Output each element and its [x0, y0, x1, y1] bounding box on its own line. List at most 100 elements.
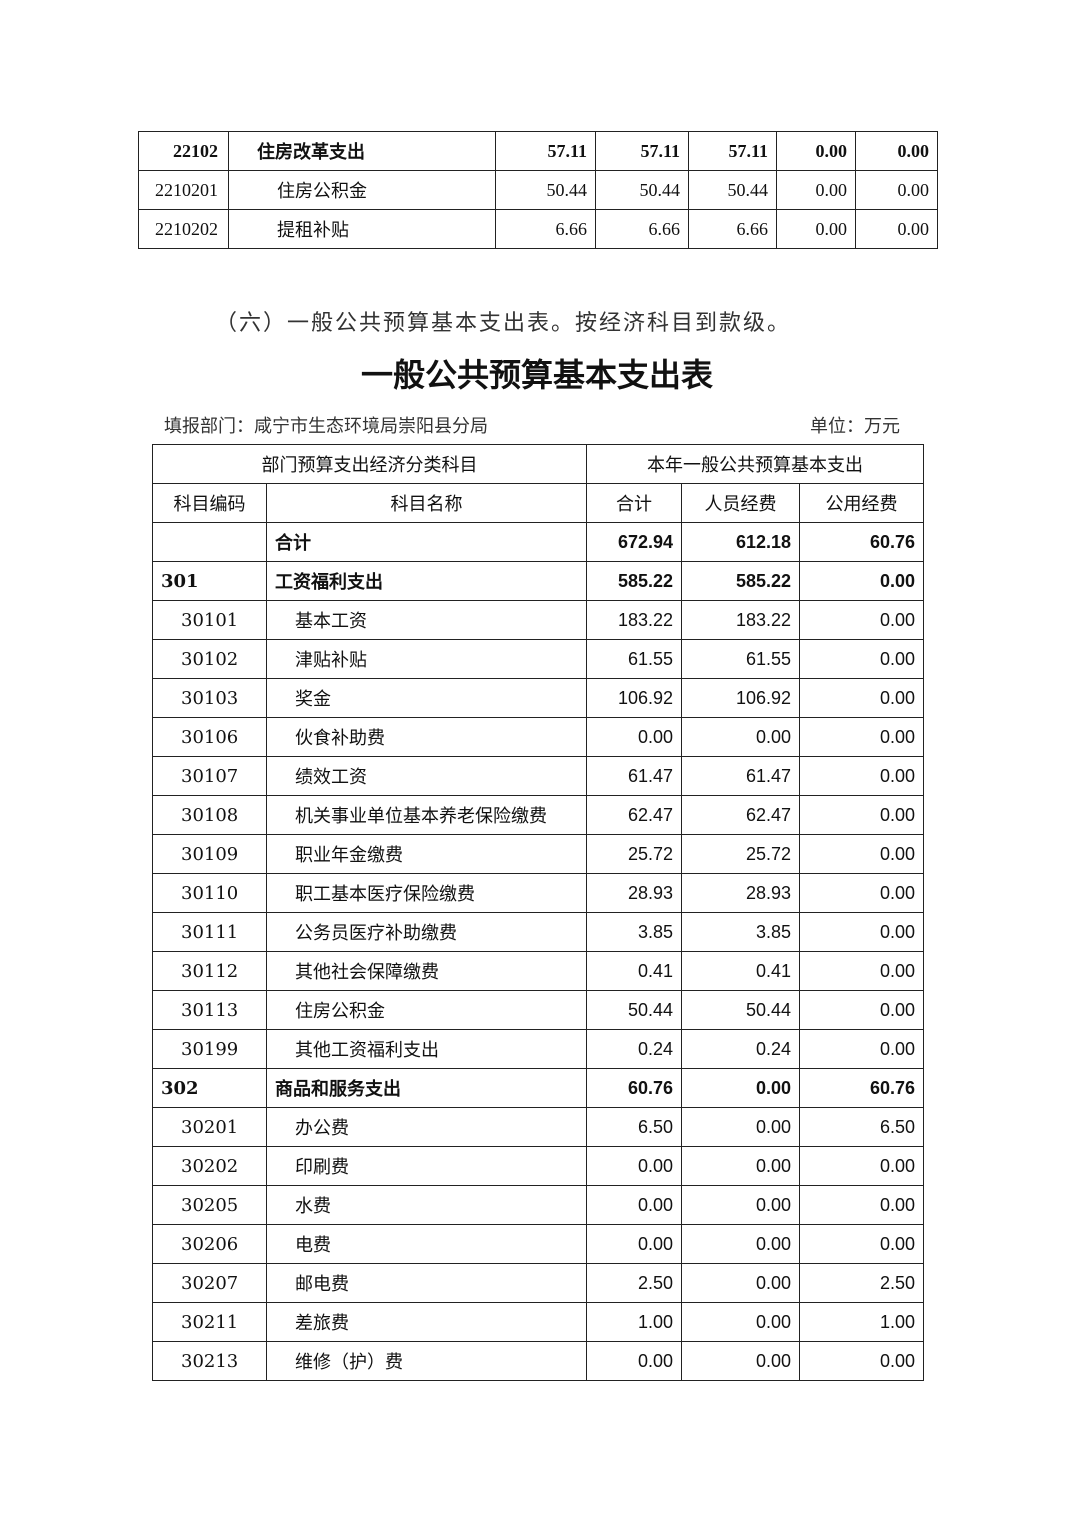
table-row: 30102 津贴补贴 61.55 61.55 0.00	[152, 639, 925, 679]
value-cell-personnel: 0.00	[681, 1341, 800, 1381]
unit-label: 单位：万元	[810, 416, 900, 437]
code-cell	[152, 522, 267, 562]
value-cell: 0.00	[855, 170, 938, 210]
value-cell-personnel: 585.22	[681, 561, 800, 601]
value-cell: 50.44	[495, 170, 596, 210]
value-cell-public: 0.00	[798, 912, 925, 952]
name-cell: 差旅费	[266, 1302, 587, 1342]
code-cell: 30101	[152, 600, 267, 640]
code-cell: 30109	[152, 834, 267, 874]
value-cell: 6.66	[495, 209, 596, 249]
code-cell: 2210202	[138, 209, 229, 249]
value-cell: 0.00	[776, 170, 856, 210]
name-cell: 职工基本医疗保险缴费	[266, 873, 587, 913]
group-header-right: 本年一般公共预算基本支出	[585, 444, 925, 484]
value-cell-personnel: 183.22	[681, 600, 800, 640]
name-cell: 伙食补助费	[266, 717, 587, 757]
header-personnel: 人员经费	[681, 483, 800, 523]
header-public: 公用经费	[798, 483, 925, 523]
table-row: 30110 职工基本医疗保险缴费 28.93 28.93 0.00	[152, 873, 925, 913]
value-cell: 0.00	[855, 131, 938, 171]
group-header-left: 部门预算支出经济分类科目	[152, 444, 587, 484]
value-cell-total: 0.00	[586, 717, 682, 757]
table-title: 一般公共预算基本支出表	[360, 356, 713, 394]
table-row: 30103 奖金 106.92 106.92 0.00	[152, 678, 925, 718]
table-row: 30207 邮电费 2.50 0.00 2.50	[152, 1263, 925, 1303]
value-cell: 57.11	[495, 131, 596, 171]
table-row: 2210202 提租补贴 6.66 6.66 6.66 0.00 0.00	[138, 209, 938, 249]
value-cell-total: 0.00	[586, 1341, 682, 1381]
name-cell: 邮电费	[266, 1263, 587, 1303]
value-cell-personnel: 0.00	[681, 1185, 800, 1225]
value-cell-public: 60.76	[798, 522, 925, 562]
table-row: 30108 机关事业单位基本养老保险缴费 62.47 62.47 0.00	[152, 795, 925, 835]
code-cell: 30108	[152, 795, 267, 835]
code-cell: 30199	[152, 1029, 267, 1069]
table-row: 301 工资福利支出 585.22 585.22 0.00	[152, 561, 925, 601]
code-cell: 30206	[152, 1224, 267, 1264]
value-cell-total: 62.47	[586, 795, 682, 835]
value-cell: 57.11	[595, 131, 689, 171]
name-cell: 职业年金缴费	[266, 834, 587, 874]
value-cell: 0.00	[776, 131, 856, 171]
value-cell-total: 106.92	[586, 678, 682, 718]
value-cell-public: 60.76	[798, 1068, 925, 1108]
name-cell: 住房公积金	[266, 990, 587, 1030]
table-row: 合计 672.94 612.18 60.76	[152, 522, 925, 562]
group-header-row: 部门预算支出经济分类科目 本年一般公共预算基本支出	[152, 444, 925, 484]
value-cell-total: 6.50	[586, 1107, 682, 1147]
name-cell: 机关事业单位基本养老保险缴费	[266, 795, 587, 835]
code-cell: 30110	[152, 873, 267, 913]
code-cell: 30112	[152, 951, 267, 991]
code-cell: 30211	[152, 1302, 267, 1342]
value-cell-total: 50.44	[586, 990, 682, 1030]
value-cell-personnel: 0.41	[681, 951, 800, 991]
value-cell-total: 0.00	[586, 1224, 682, 1264]
value-cell-total: 61.47	[586, 756, 682, 796]
value-cell-personnel: 25.72	[681, 834, 800, 874]
name-cell: 基本工资	[266, 600, 587, 640]
value-cell-personnel: 28.93	[681, 873, 800, 913]
code-cell: 30202	[152, 1146, 267, 1186]
section-heading: （六）一般公共预算基本支出表。按经济科目到款级。	[215, 311, 792, 336]
header-name: 科目名称	[266, 483, 587, 523]
table-row: 30107 绩效工资 61.47 61.47 0.00	[152, 756, 925, 796]
name-cell: 公务员医疗补助缴费	[266, 912, 587, 952]
value-cell-public: 0.00	[798, 717, 925, 757]
value-cell-personnel: 0.00	[681, 1224, 800, 1264]
name-cell: 绩效工资	[266, 756, 587, 796]
value-cell-total: 28.93	[586, 873, 682, 913]
value-cell: 6.66	[595, 209, 689, 249]
code-cell: 30213	[152, 1341, 267, 1381]
name-cell: 工资福利支出	[266, 561, 587, 601]
value-cell-public: 0.00	[798, 834, 925, 874]
code-cell: 30102	[152, 639, 267, 679]
value-cell-public: 0.00	[798, 1146, 925, 1186]
name-cell: 水费	[266, 1185, 587, 1225]
table-row: 30109 职业年金缴费 25.72 25.72 0.00	[152, 834, 925, 874]
value-cell: 6.66	[688, 209, 777, 249]
table-row: 302 商品和服务支出 60.76 0.00 60.76	[152, 1068, 925, 1108]
value-cell-public: 0.00	[798, 756, 925, 796]
value-cell-public: 0.00	[798, 639, 925, 679]
code-cell: 30107	[152, 756, 267, 796]
code-cell: 30207	[152, 1263, 267, 1303]
code-cell: 30201	[152, 1107, 267, 1147]
value-cell-personnel: 0.00	[681, 717, 800, 757]
value-cell-total: 0.00	[586, 1185, 682, 1225]
name-cell: 津贴补贴	[266, 639, 587, 679]
column-header-row: 科目编码 科目名称 合计 人员经费 公用经费	[152, 483, 925, 523]
table-row: 30106 伙食补助费 0.00 0.00 0.00	[152, 717, 925, 757]
name-cell: 印刷费	[266, 1146, 587, 1186]
table-row: 30211 差旅费 1.00 0.00 1.00	[152, 1302, 925, 1342]
value-cell-public: 0.00	[798, 795, 925, 835]
value-cell-total: 3.85	[586, 912, 682, 952]
table-row: 30206 电费 0.00 0.00 0.00	[152, 1224, 925, 1264]
table-row: 22102 住房改革支出 57.11 57.11 57.11 0.00 0.00	[138, 131, 938, 171]
value-cell-personnel: 0.00	[681, 1146, 800, 1186]
value-cell-public: 0.00	[798, 1185, 925, 1225]
table-row: 30101 基本工资 183.22 183.22 0.00	[152, 600, 925, 640]
table-row: 30113 住房公积金 50.44 50.44 0.00	[152, 990, 925, 1030]
name-cell: 电费	[266, 1224, 587, 1264]
code-cell: 30205	[152, 1185, 267, 1225]
